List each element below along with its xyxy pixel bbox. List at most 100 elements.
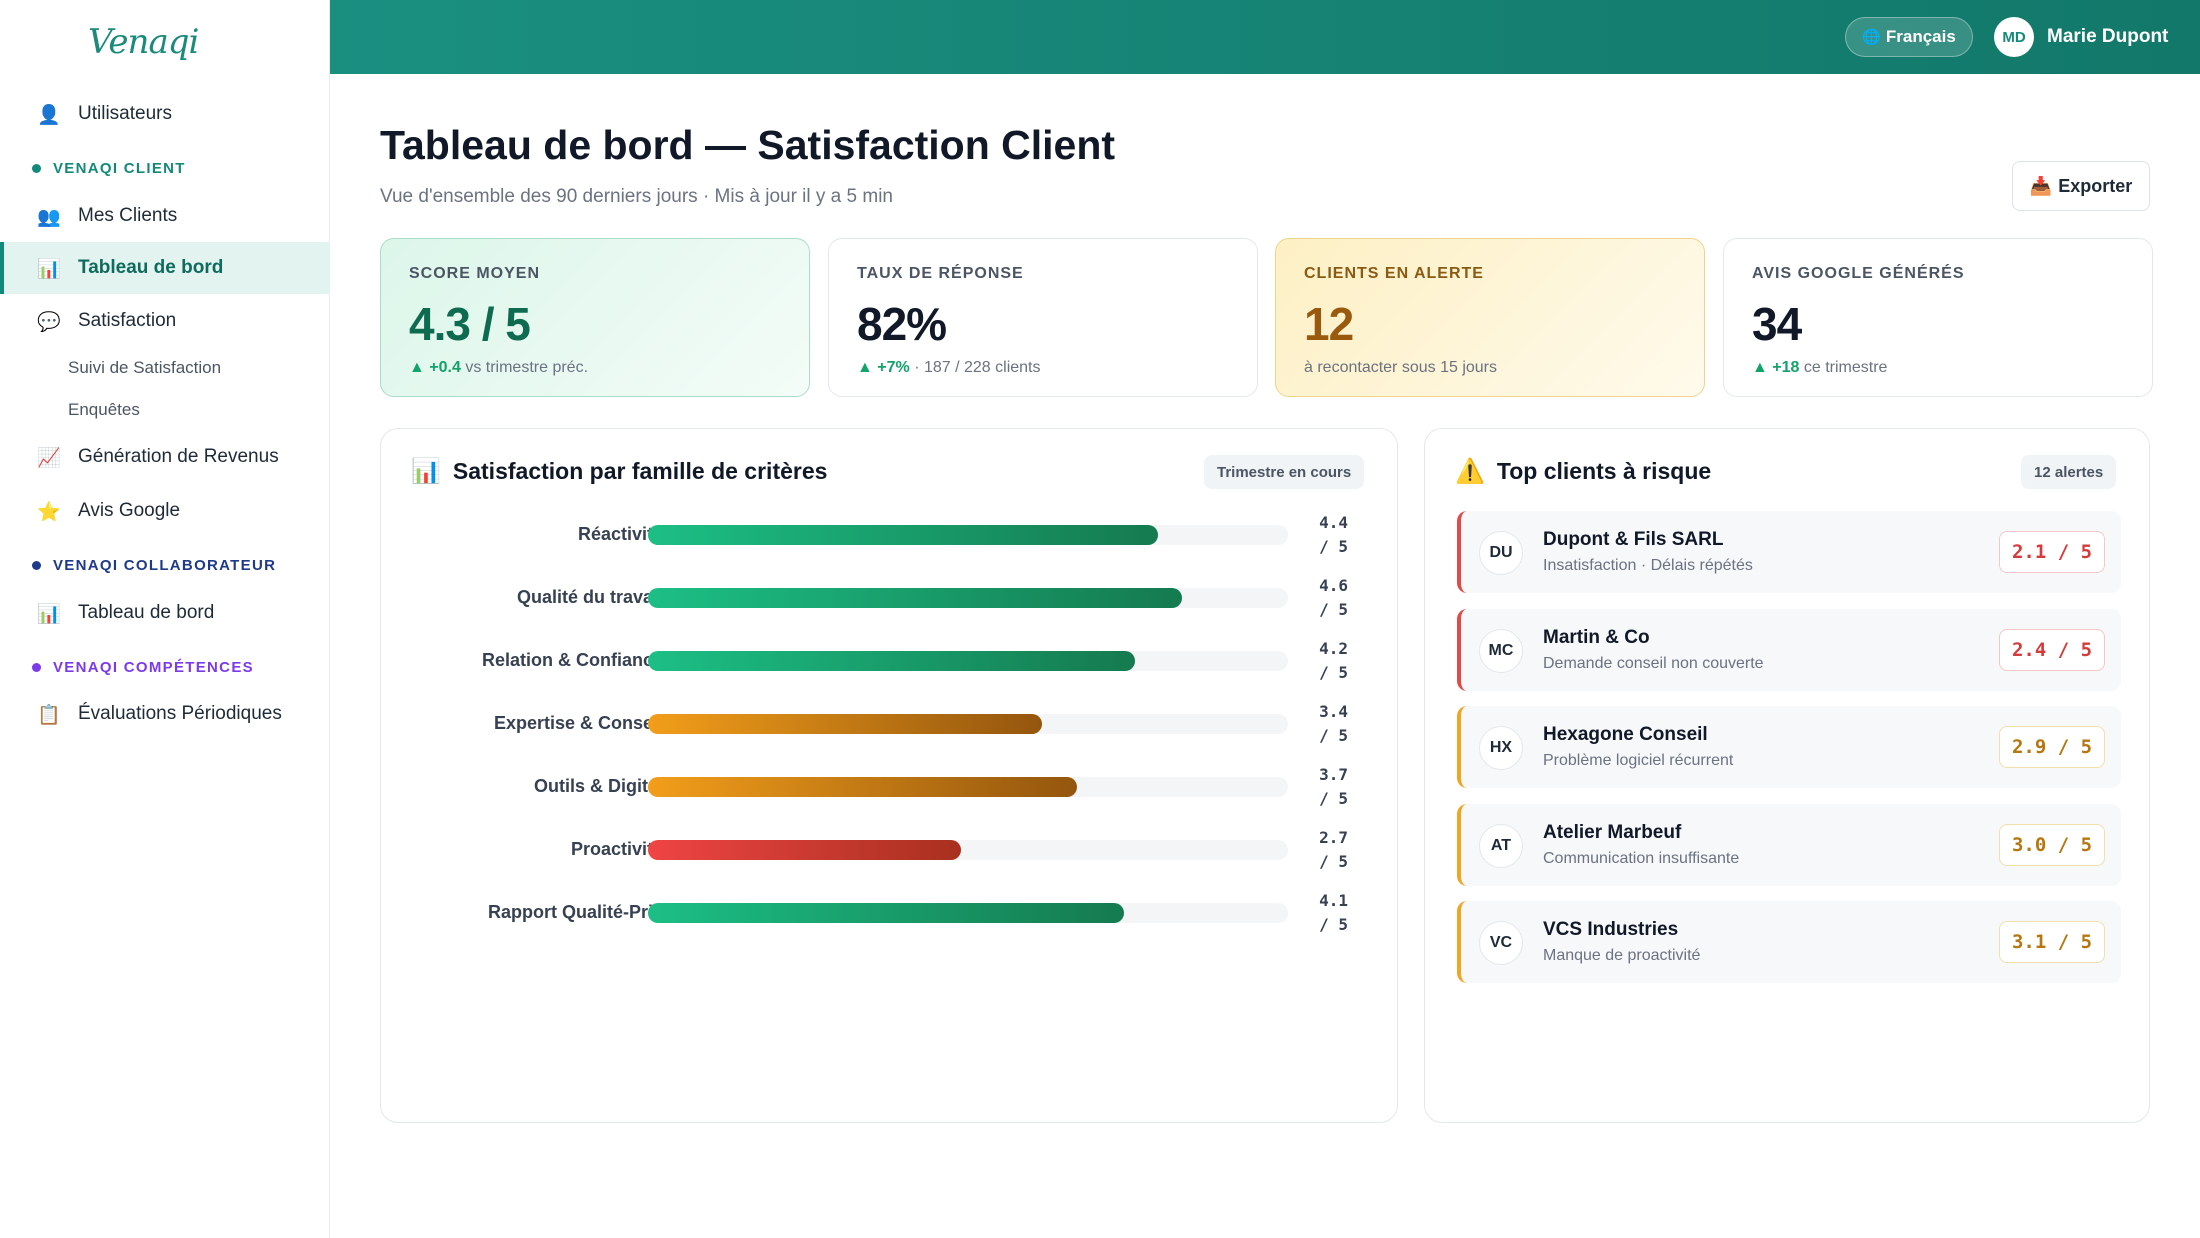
client-score-badge: 3.1 / 5	[1999, 921, 2105, 963]
client-name: Atelier Marbeuf	[1543, 821, 1682, 843]
sidebar-item-satisfaction[interactable]: 💬 Satisfaction	[0, 295, 330, 347]
panel-title-text: Satisfaction par famille de critères	[452, 457, 828, 484]
risk-clients-panel: ⚠️ Top clients à risque 12 alertes DU Dup…	[1424, 428, 2150, 1123]
criteria-score: 4.1 / 5	[1319, 891, 1348, 934]
alerts-count-badge: 12 alertes	[2021, 455, 2117, 489]
criteria-label: Relation & Confiance	[481, 650, 663, 670]
criteria-bar-track	[648, 651, 1288, 671]
client-score-badge: 2.4 / 5	[1999, 628, 2105, 671]
sidebar-item-avis-google[interactable]: ⭐ Avis Google	[0, 485, 330, 537]
criteria-bar-fill	[648, 840, 961, 860]
sidebar-item-evaluations-periodiques[interactable]: 📋 Évaluations Périodiques	[0, 688, 330, 740]
criteria-score: 4.2 / 5	[1319, 639, 1348, 682]
export-label: Exporter	[2058, 175, 2133, 196]
client-issue: Communication insuffisante	[1543, 849, 1740, 867]
language-selector[interactable]: 🌐 Français	[1845, 17, 1973, 57]
criteria-score: 3.4 / 5	[1319, 702, 1348, 745]
kpi-label: AVIS GOOGLE GÉNÉRÉS	[1752, 265, 1965, 282]
criteria-bar-track	[648, 588, 1288, 608]
export-button[interactable]: 📥 Exporter	[2012, 161, 2150, 211]
avatar[interactable]: MD	[1994, 17, 2034, 57]
sidebar-item-mes-clients[interactable]: 👥 Mes Clients	[0, 190, 330, 242]
kpi-delta: ▲ +7%	[857, 359, 910, 376]
section-venaqi-client: VENAQI CLIENT	[32, 160, 186, 177]
risk-client-row[interactable]: VC VCS Industries Manque de proactivité 3.1…	[1457, 901, 2121, 983]
section-label: VENAQI COLLABORATEUR	[53, 557, 277, 574]
sidebar-subitem-suivi-satisfaction[interactable]: Suivi de Satisfaction	[68, 358, 222, 377]
criteria-bar-fill	[648, 777, 1077, 797]
star-icon: ⭐	[37, 500, 61, 523]
sidebar-item-label: Utilisateurs	[78, 103, 172, 124]
criteria-bar-track	[648, 840, 1288, 860]
criteria-bar-fill	[648, 651, 1135, 671]
sidebar-item-users[interactable]: 👤 Utilisateurs	[0, 88, 330, 140]
kpi-delta: ▲ +18	[1752, 359, 1800, 376]
section-dot	[32, 561, 41, 570]
kpi-value: 34	[1752, 298, 1802, 350]
client-issue: Manque de proactivité	[1543, 947, 1701, 964]
risk-client-row[interactable]: HX Hexagone Conseil Problème logiciel récu…	[1457, 706, 2121, 788]
kpi-card-avis-google: AVIS GOOGLE GÉNÉRÉS 34 ▲ +18 ce trimestr…	[1723, 238, 2153, 397]
risk-client-row[interactable]: DU Dupont & Fils SARL Insatisfaction · Dél…	[1457, 511, 2121, 593]
users-icon: 👥	[37, 205, 61, 228]
client-name: VCS Industries	[1543, 919, 1679, 940]
download-tray-icon: 📥	[2029, 175, 2053, 197]
app-logo[interactable]: Venaqi	[88, 22, 199, 62]
criteria-label: Proactivité	[570, 839, 663, 859]
globe-icon: 🌐	[1862, 28, 1881, 46]
client-issue: Demande conseil non couverte	[1543, 654, 1764, 672]
sidebar-item-generation-revenus[interactable]: 📈 Génération de Revenus	[0, 431, 330, 483]
criteria-label: Expertise & Conseil	[493, 713, 663, 733]
kpi-value: 82%	[857, 298, 947, 350]
kpi-footnote: ▲ +7% · 187 / 228 clients	[857, 359, 1257, 377]
panel-title-text: Top clients à risque	[1496, 457, 1712, 484]
kpi-delta: ▲ +0.4	[409, 359, 461, 376]
kpi-card-score-moyen: SCORE MOYEN 4.3 / 5 ▲ +0.4 vs trimestre …	[380, 238, 810, 397]
sidebar-subitem-enquetes[interactable]: Enquêtes	[68, 400, 140, 419]
criteria-score: 2.7 / 5	[1319, 828, 1348, 871]
kpi-label: CLIENTS EN ALERTE	[1304, 265, 1484, 282]
section-label: VENAQI CLIENT	[53, 160, 186, 177]
sidebar-item-tableau-de-bord-collaborateur[interactable]: 📊 Tableau de bord	[0, 587, 330, 639]
section-venaqi-collaborateur: VENAQI COLLABORATEUR	[32, 557, 276, 574]
user-name[interactable]: Marie Dupont	[2047, 26, 2169, 47]
section-label: VENAQI COMPÉTENCES	[53, 659, 254, 676]
criteria-score: 3.7 / 5	[1319, 765, 1348, 808]
criteria-score: 4.6 / 5	[1319, 576, 1348, 619]
kpi-footnote: à recontacter sous 15 jours	[1304, 359, 1704, 377]
sidebar-item-label: Avis Google	[78, 500, 181, 521]
criteria-bar-fill	[648, 588, 1182, 608]
criteria-bar-fill	[648, 714, 1042, 734]
speech-bubble-icon: 💬	[37, 310, 61, 333]
criteria-bar-track	[648, 525, 1288, 545]
criteria-bar-track	[648, 714, 1288, 734]
kpi-label: SCORE MOYEN	[409, 265, 541, 282]
sidebar-item-tableau-de-bord-client[interactable]: 📊 Tableau de bord	[0, 242, 330, 294]
period-chip[interactable]: Trimestre en cours	[1204, 455, 1365, 489]
sidebar-item-label: Évaluations Périodiques	[78, 703, 282, 724]
topbar	[330, 0, 2200, 74]
kpi-note: ce trimestre	[1799, 359, 1888, 376]
client-issue: Insatisfaction · Délais répétés	[1543, 557, 1753, 574]
client-score-badge: 3.0 / 5	[1999, 823, 2105, 866]
kpi-note: vs trimestre préc.	[460, 359, 589, 376]
client-avatar: DU	[1479, 531, 1523, 575]
page-subtitle: Vue d'ensemble des 90 derniers jours · M…	[380, 186, 893, 207]
criteria-label: Outils & Digital	[533, 776, 663, 796]
bar-chart-icon: 📊	[37, 257, 61, 280]
criteria-label: Réactivité	[577, 524, 663, 544]
client-avatar: HX	[1479, 726, 1523, 770]
warning-icon: ⚠️	[1455, 457, 1485, 485]
kpi-value: 12	[1304, 298, 1354, 350]
client-score-badge: 2.1 / 5	[1999, 531, 2105, 573]
risk-client-row[interactable]: MC Martin & Co Demande conseil non couvert…	[1457, 608, 2121, 691]
page-title: Tableau de bord — Satisfaction Client	[380, 122, 1116, 168]
client-avatar: MC	[1479, 628, 1523, 673]
criteria-score: 4.4 / 5	[1319, 513, 1348, 556]
risk-client-row[interactable]: AT Atelier Marbeuf Communication insuffisa…	[1457, 803, 2121, 886]
section-venaqi-competences: VENAQI COMPÉTENCES	[32, 659, 254, 676]
kpi-note: à recontacter sous 15 jours	[1304, 359, 1497, 376]
criteria-bar-fill	[648, 903, 1124, 923]
kpi-footnote: ▲ +18 ce trimestre	[1752, 359, 2152, 377]
bar-chart-icon: 📊	[37, 602, 61, 625]
